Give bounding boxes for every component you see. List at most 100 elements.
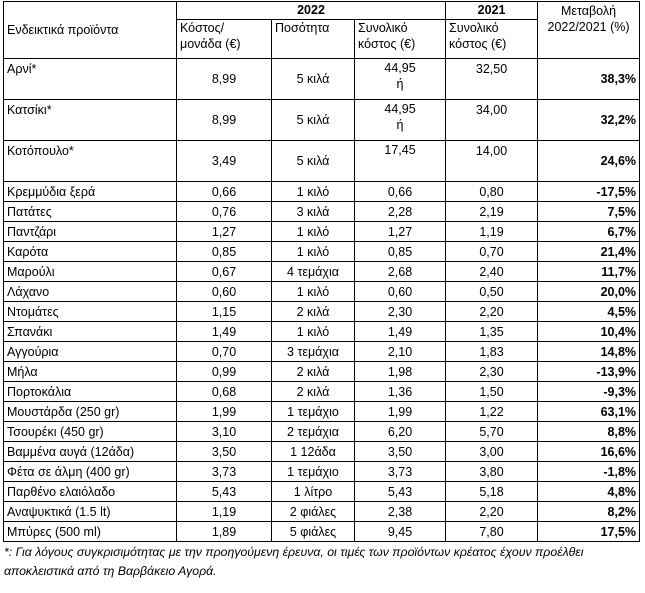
product-name: Καρότα: [3, 241, 177, 262]
total-cost-2022-value: 17,45: [384, 143, 416, 157]
total-cost-2021: 2,20: [445, 301, 539, 322]
change-percent: 8,8%: [537, 421, 641, 442]
total-cost-2022: 2,30: [353, 301, 447, 322]
product-name: Παντζάρι: [3, 221, 177, 242]
product-name: Μήλα: [3, 361, 177, 382]
change-percent: -17,5%: [537, 181, 641, 202]
unit-cost: 0,70: [176, 341, 272, 362]
total-cost-2022: 0,66: [353, 181, 447, 202]
total-cost-2021: 1,50: [445, 381, 539, 402]
change-percent: 63,1%: [537, 401, 641, 422]
product-column-header: Ενδεικτικά προϊόντα: [3, 1, 177, 59]
total-cost-2022: 6,20: [353, 421, 447, 442]
unit-cost: 0,76: [176, 201, 272, 222]
change-percent: 4,8%: [537, 481, 641, 502]
quantity: 2 κιλά: [271, 361, 355, 382]
change-percent: -13,9%: [537, 361, 641, 382]
product-name: Μπύρες (500 ml): [3, 521, 177, 542]
total-cost-2022: 1,49: [353, 321, 447, 342]
table-row: Παντζάρι 1,27 1 κιλό 1,27 1,19 6,7%: [3, 221, 641, 242]
table-row: Αρνί* 8,99 5 κιλά 44,95 ή 32,50 38,3%: [3, 58, 641, 100]
quantity: 3 κιλά: [271, 201, 355, 222]
total-cost-2021: 1,83: [445, 341, 539, 362]
total-cost-2022-value: 44,95: [384, 61, 416, 75]
total-cost-2021: 2,40: [445, 261, 539, 282]
product-name: Κοτόπουλο*: [3, 140, 177, 182]
header-year-row: Ενδεικτικά προϊόντα 2022 2021 Μεταβολή 2…: [3, 0, 641, 59]
total-cost-2021: 7,80: [445, 521, 539, 542]
table-row: Καρότα 0,85 1 κιλό 0,85 0,70 21,4%: [3, 241, 641, 262]
total-cost-2021: 1,22: [445, 401, 539, 422]
unit-cost: 0,60: [176, 281, 272, 302]
total-cost-2021: 0,80: [445, 181, 539, 202]
quantity: 1 12άδα: [271, 441, 355, 462]
change-percent: 7,5%: [537, 201, 641, 222]
quantity: 1 κιλό: [271, 181, 355, 202]
change-percent: 6,7%: [537, 221, 641, 242]
header-sub-row: Κόστος/ μονάδα (€) Ποσότητα Συνολικό κόσ…: [4, 19, 640, 59]
change-percent: 20,0%: [537, 281, 641, 302]
product-name: Βαμμένα αυγά (12άδα): [3, 441, 177, 462]
product-name: Πατάτες: [3, 201, 177, 222]
product-name: Κρεμμύδια ξερά: [3, 181, 177, 202]
change-percent: 16,6%: [537, 441, 641, 462]
total-cost-2021: 2,20: [445, 501, 539, 522]
unit-cost: 0,68: [176, 381, 272, 402]
product-name: Μαρούλι: [3, 261, 177, 282]
price-comparison-table: Ενδεικτικά προϊόντα 2022 2021 Μεταβολή 2…: [3, 0, 641, 542]
quantity: 1 τεμάχιο: [271, 401, 355, 422]
quantity: 2 κιλά: [271, 301, 355, 322]
unit-cost: 1,15: [176, 301, 272, 322]
change-percent: 38,3%: [537, 58, 641, 100]
product-name: Πορτοκάλια: [3, 381, 177, 402]
quantity: 5 κιλά: [271, 58, 355, 100]
quantity-header: Ποσότητα: [271, 19, 355, 59]
unit-cost: 3,10: [176, 421, 272, 442]
product-name: Παρθένο ελαιόλαδο: [3, 481, 177, 502]
table-row: Πορτοκάλια 0,68 2 κιλά 1,36 1,50 -9,3%: [3, 381, 641, 402]
unit-cost: 1,19: [176, 501, 272, 522]
product-name: Αρνί*: [3, 58, 177, 100]
total-cost-2022: 17,45: [353, 140, 447, 182]
table-row: Μαρούλι 0,67 4 τεμάχια 2,68 2,40 11,7%: [3, 261, 641, 282]
quantity: 2 τεμάχια: [271, 421, 355, 442]
total-cost-2021: 3,80: [445, 461, 539, 482]
total-cost-2022: 44,95 ή: [353, 58, 447, 100]
product-name: Μουστάρδα (250 gr): [3, 401, 177, 422]
table-row: Κρεμμύδια ξερά 0,66 1 κιλό 0,66 0,80 -17,5%: [3, 181, 641, 202]
total-cost-2021: 32,50: [445, 58, 539, 100]
total-cost-2022: 0,85: [353, 241, 447, 262]
unit-cost: 3,50: [176, 441, 272, 462]
product-name: Σπανάκι: [3, 321, 177, 342]
product-name: Κατσίκι*: [3, 99, 177, 141]
unit-cost: 0,85: [176, 241, 272, 262]
total-cost-2021: 2,19: [445, 201, 539, 222]
total-cost-2021: 5,18: [445, 481, 539, 502]
table-row: Αγγούρια 0,70 3 τεμάχια 2,10 1,83 14,8%: [3, 341, 641, 362]
change-percent: 17,5%: [537, 521, 641, 542]
total-cost-2022: 44,95 ή: [353, 99, 447, 141]
change-percent: 32,2%: [537, 99, 641, 141]
unit-cost: 0,67: [176, 261, 272, 282]
table-row: Πατάτες 0,76 3 κιλά 2,28 2,19 7,5%: [3, 201, 641, 222]
total-cost-2021: 14,00: [445, 140, 539, 182]
change-percent: 4,5%: [537, 301, 641, 322]
change-percent: 11,7%: [537, 261, 641, 282]
unit-cost: 1,27: [176, 221, 272, 242]
table-row: Λάχανο 0,60 1 κιλό 0,60 0,50 20,0%: [3, 281, 641, 302]
change-percent: 24,6%: [537, 140, 641, 182]
product-name: Φέτα σε άλμη (400 gr): [3, 461, 177, 482]
total-cost-2021: 1,35: [445, 321, 539, 342]
table-row: Σπανάκι 1,49 1 κιλό 1,49 1,35 10,4%: [3, 321, 641, 342]
total-cost-2022-suffix: ή: [396, 77, 404, 91]
quantity: 2 φιάλες: [271, 501, 355, 522]
total-cost-2022: 2,10: [353, 341, 447, 362]
table-row: Φέτα σε άλμη (400 gr) 3,73 1 τεμάχιο 3,73 3,…: [3, 461, 641, 482]
total-cost-2021: 0,70: [445, 241, 539, 262]
unit-cost: 5,43: [176, 481, 272, 502]
total-cost-2021: 34,00: [445, 99, 539, 141]
total-cost-2022: 2,38: [353, 501, 447, 522]
unit-cost: 0,66: [176, 181, 272, 202]
change-percent: 10,4%: [537, 321, 641, 342]
unit-cost: 3,49: [176, 140, 272, 182]
